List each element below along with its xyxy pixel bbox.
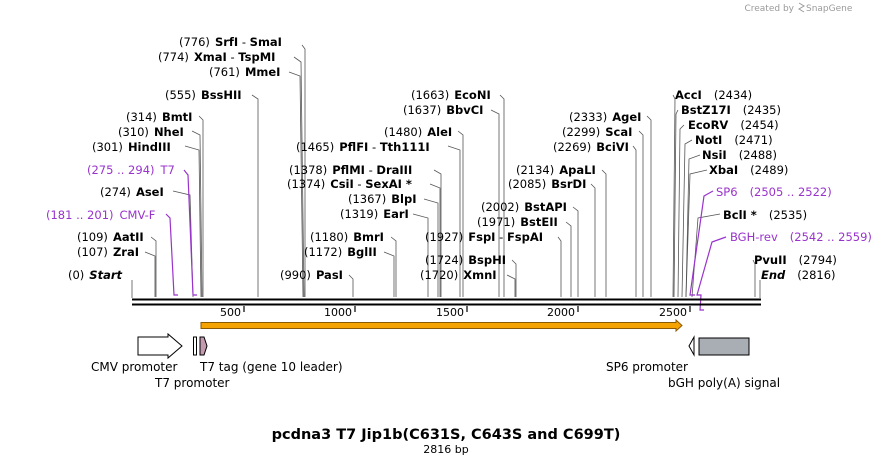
site-label[interactable]: (1724) BspHI: [425, 253, 506, 267]
site-label[interactable]: (301) HindIII: [92, 140, 171, 154]
credit-brand: SnapGene: [806, 4, 853, 14]
site-label[interactable]: End (2816): [761, 268, 836, 282]
site-label[interactable]: (1374) CsiI - SexAI *: [287, 177, 412, 191]
primer-label[interactable]: BGH-rev (2542 .. 2559): [730, 230, 872, 244]
site-label[interactable]: (1971) BstEII: [477, 215, 558, 229]
site-label[interactable]: (2134) ApaLI: [516, 163, 596, 177]
feature-label: CMV promoter: [91, 360, 178, 374]
feature-sp6-promoter[interactable]: [688, 335, 695, 357]
site-label[interactable]: (2299) ScaI: [562, 125, 632, 139]
site-label[interactable]: NsiI (2488): [702, 148, 777, 162]
site-label[interactable]: (1319) EarI: [340, 207, 409, 221]
map-length: 2816 bp: [423, 443, 468, 456]
site-label[interactable]: (555) BssHII: [165, 88, 242, 102]
site-label[interactable]: XbaI (2489): [709, 163, 788, 177]
credit-prefix: Created by: [744, 4, 794, 14]
primer-markers: [165, 169, 727, 311]
site-label[interactable]: (774) XmaI - TspMI: [158, 50, 275, 64]
tick-label: 2500: [659, 306, 687, 319]
map-title: pcdna3 T7 Jip1b(C631S, C643S and C699T): [272, 427, 621, 443]
feature-t7-promoter-block[interactable]: [193, 336, 197, 356]
site-label[interactable]: (2085) BsrDI: [508, 177, 586, 191]
snapgene-logo-icon: [798, 2, 805, 13]
primer-label[interactable]: SP6 (2505 .. 2522): [716, 185, 832, 199]
tick-label: 1000: [324, 306, 352, 319]
site-label[interactable]: AccI (2434): [675, 88, 752, 102]
site-label[interactable]: BclI * (2535): [723, 208, 807, 222]
site-label[interactable]: (990) PasI: [280, 268, 343, 282]
site-label[interactable]: (776) SrfI - SmaI: [179, 35, 282, 49]
primer-label[interactable]: (181 .. 201) CMV-F: [46, 208, 155, 222]
feature-label: SP6 promoter: [606, 360, 688, 374]
site-label[interactable]: (2002) BstAPI: [481, 200, 567, 214]
site-label[interactable]: (761) MmeI: [209, 65, 280, 79]
site-label[interactable]: (1480) AleI: [384, 125, 452, 139]
feature-label: T7 tag (gene 10 leader): [199, 360, 343, 374]
primer-label[interactable]: (275 .. 294) T7: [87, 163, 175, 177]
tick-label: 500: [220, 306, 241, 319]
site-label[interactable]: (1927) FspI - FspAI: [425, 230, 543, 244]
site-label[interactable]: NotI (2471): [695, 133, 773, 147]
site-label[interactable]: (2333) AgeI: [569, 110, 641, 124]
site-label[interactable]: EcoRV (2454): [688, 118, 779, 132]
site-label[interactable]: (310) NheI: [118, 125, 184, 139]
site-labels: (776) SrfI - SmaI (774) XmaI - TspMI (761)…: [46, 35, 872, 282]
tick-label: 2000: [547, 306, 575, 319]
orf-arrow[interactable]: [200, 318, 683, 333]
site-label[interactable]: (1367) BlpI: [348, 192, 416, 206]
site-label[interactable]: (1720) XmnI: [420, 268, 497, 282]
site-label[interactable]: (107) ZraI: [77, 245, 139, 259]
site-label[interactable]: (1465) PflFI - Tth111I: [296, 140, 430, 154]
feature-label: bGH poly(A) signal: [668, 376, 780, 390]
feature-label: T7 promoter: [154, 376, 230, 390]
site-label[interactable]: (314) BmtI: [126, 110, 192, 124]
sequence-backbone: [132, 298, 761, 306]
tick-label: 1500: [436, 306, 464, 319]
site-label[interactable]: (2269) BciVI: [553, 140, 629, 154]
feature-bgh-polya[interactable]: [698, 337, 750, 356]
site-label[interactable]: (1180) BmrI: [310, 230, 384, 244]
feature-t7-tag[interactable]: [199, 336, 208, 356]
site-label[interactable]: (109) AatII: [77, 230, 144, 244]
site-label[interactable]: (0) Start: [68, 268, 123, 282]
site-label[interactable]: (1172) BglII: [304, 245, 377, 259]
site-label[interactable]: PvuII (2794): [754, 253, 837, 267]
site-label[interactable]: (1637) BbvCI: [403, 103, 483, 117]
site-label[interactable]: (1663) EcoNI: [411, 88, 491, 102]
scale-ticks: 500 1000 1500 2000 2500: [220, 306, 691, 319]
feature-cmv-promoter[interactable]: [137, 332, 183, 360]
site-label[interactable]: (1378) PflMI - DraIII: [289, 163, 412, 177]
site-label[interactable]: (274) AseI: [100, 185, 164, 199]
site-label[interactable]: BstZ17I (2435): [681, 103, 781, 117]
